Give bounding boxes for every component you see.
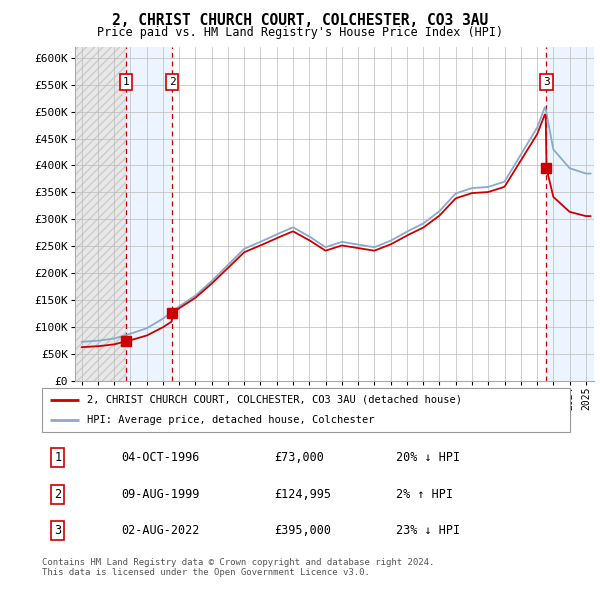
Bar <box>547 47 594 381</box>
Bar <box>75 47 126 381</box>
Text: 3: 3 <box>54 525 61 537</box>
Text: HPI: Average price, detached house, Colchester: HPI: Average price, detached house, Colc… <box>87 415 374 425</box>
FancyBboxPatch shape <box>42 388 570 432</box>
Text: 2: 2 <box>54 487 61 501</box>
Text: 1: 1 <box>123 77 130 87</box>
Text: 04-OCT-1996: 04-OCT-1996 <box>121 451 200 464</box>
Text: Contains HM Land Registry data © Crown copyright and database right 2024.
This d: Contains HM Land Registry data © Crown c… <box>42 558 434 577</box>
Text: Price paid vs. HM Land Registry's House Price Index (HPI): Price paid vs. HM Land Registry's House … <box>97 26 503 39</box>
Text: 1: 1 <box>54 451 61 464</box>
Bar <box>126 47 172 381</box>
Text: 23% ↓ HPI: 23% ↓ HPI <box>396 525 460 537</box>
Text: 2% ↑ HPI: 2% ↑ HPI <box>396 487 453 501</box>
Text: 20% ↓ HPI: 20% ↓ HPI <box>396 451 460 464</box>
Text: £395,000: £395,000 <box>274 525 331 537</box>
Text: £124,995: £124,995 <box>274 487 331 501</box>
Text: 3: 3 <box>543 77 550 87</box>
Text: 09-AUG-1999: 09-AUG-1999 <box>121 487 200 501</box>
Text: 2: 2 <box>169 77 176 87</box>
Text: 02-AUG-2022: 02-AUG-2022 <box>121 525 200 537</box>
Text: £73,000: £73,000 <box>274 451 324 464</box>
Text: 2, CHRIST CHURCH COURT, COLCHESTER, CO3 3AU (detached house): 2, CHRIST CHURCH COURT, COLCHESTER, CO3 … <box>87 395 462 405</box>
Bar <box>172 47 547 381</box>
Text: 2, CHRIST CHURCH COURT, COLCHESTER, CO3 3AU: 2, CHRIST CHURCH COURT, COLCHESTER, CO3 … <box>112 13 488 28</box>
